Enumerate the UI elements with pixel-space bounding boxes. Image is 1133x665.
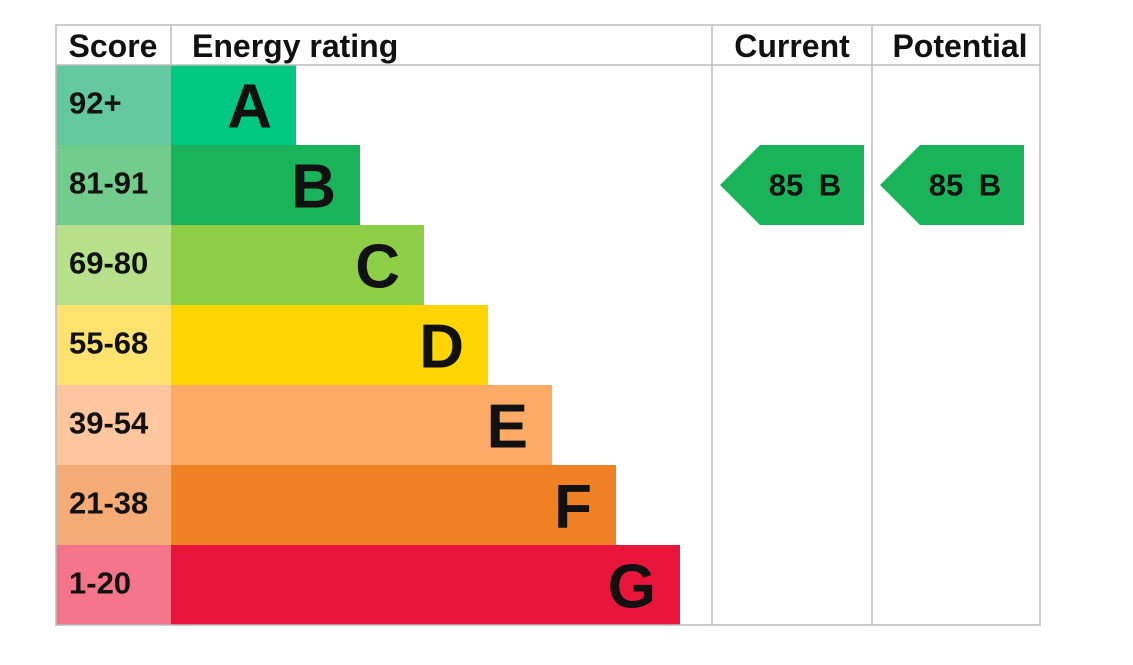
score-cell	[56, 65, 171, 145]
rating-letter: B	[291, 153, 336, 222]
score-cell	[56, 305, 171, 385]
rating-bar	[171, 385, 552, 465]
rating-bar	[171, 465, 616, 545]
potential-value: 85	[929, 168, 963, 203]
potential-header: Potential	[892, 28, 1027, 64]
table-border	[55, 24, 1041, 626]
score-label: 81-91	[69, 166, 148, 201]
rating-letter: G	[608, 553, 656, 622]
current-arrow	[720, 145, 864, 225]
potential-arrow	[880, 145, 1024, 225]
score-cell	[56, 545, 171, 625]
rating-letter: C	[355, 233, 400, 302]
score-label: 1-20	[69, 566, 131, 601]
rating-header: Energy rating	[192, 28, 398, 64]
rating-bar	[171, 545, 680, 625]
rating-letter: E	[487, 393, 528, 462]
score-label: 55-68	[69, 326, 148, 361]
score-label: 39-54	[69, 406, 149, 441]
current-header: Current	[734, 28, 850, 64]
rating-bar	[171, 145, 360, 225]
score-label: 21-38	[69, 486, 148, 521]
rating-bar	[171, 305, 488, 385]
score-label: 92+	[69, 86, 122, 121]
score-label: 69-80	[69, 246, 148, 281]
score-cell	[56, 225, 171, 305]
score-cell	[56, 145, 171, 225]
current-value: 85	[769, 168, 803, 203]
potential-letter: B	[979, 168, 1001, 203]
rating-letter: A	[227, 73, 272, 142]
current-letter: B	[819, 168, 841, 203]
score-cell	[56, 465, 171, 545]
rating-letter: F	[554, 473, 592, 542]
rating-bar	[171, 225, 424, 305]
rating-bar	[171, 65, 296, 145]
score-header: Score	[69, 28, 158, 64]
score-cell	[56, 385, 171, 465]
rating-letter: D	[419, 313, 464, 382]
